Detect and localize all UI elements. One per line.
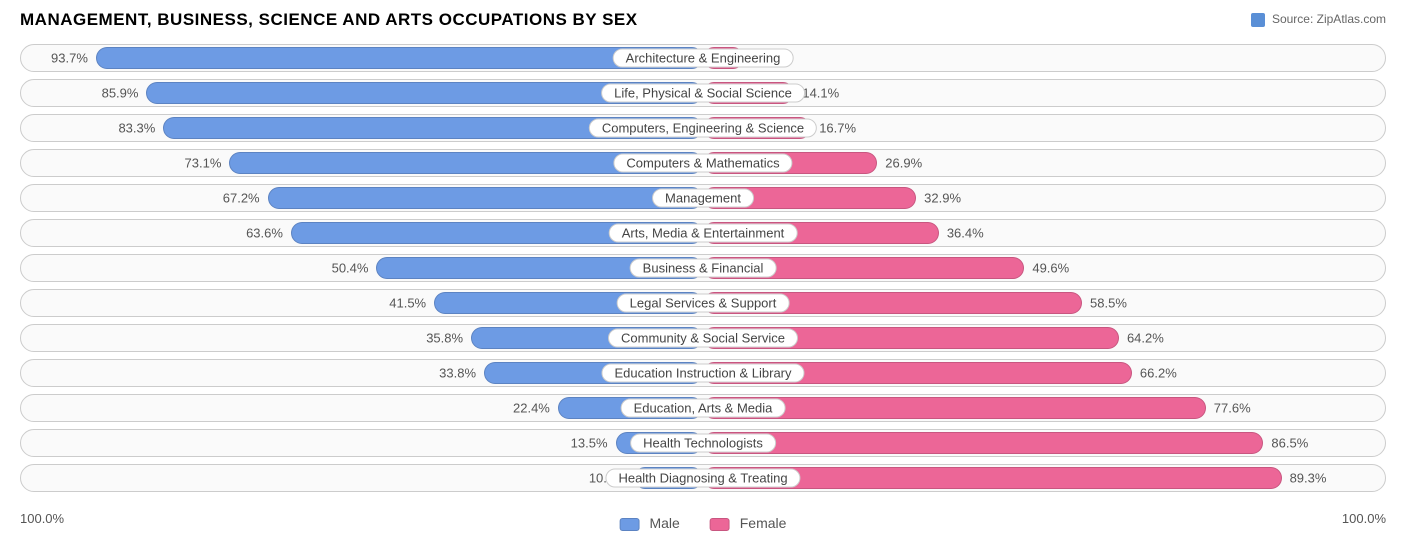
value-male: 73.1% [185, 156, 222, 171]
source-attribution: Source: ZipAtlas.com [1251, 12, 1386, 27]
value-male: 13.5% [571, 436, 608, 451]
chart-row: 83.3% 16.7%Computers, Engineering & Scien… [20, 114, 1386, 142]
source-prefix: Source: [1272, 12, 1313, 26]
legend-swatch-female [710, 518, 730, 531]
value-female: 86.5% [1271, 436, 1308, 451]
value-female: 64.2% [1127, 331, 1164, 346]
category-label: Arts, Media & Entertainment [609, 224, 798, 243]
value-female: 16.7% [819, 121, 856, 136]
legend: Male Female [620, 515, 787, 531]
value-female: 32.9% [924, 191, 961, 206]
value-female: 26.9% [885, 156, 922, 171]
category-label: Business & Financial [630, 259, 777, 278]
legend-label-female: Female [740, 515, 787, 531]
category-label: Education, Arts & Media [621, 399, 786, 418]
chart-row: 63.6% 36.4% Arts, Media & Entertainment [20, 219, 1386, 247]
value-male: 93.7% [51, 51, 88, 66]
category-label: Architecture & Engineering [613, 49, 794, 68]
value-male: 63.6% [246, 226, 283, 241]
chart-row: 67.2% 32.9% Management [20, 184, 1386, 212]
category-label: Computers, Engineering & Science [589, 119, 817, 138]
value-male: 67.2% [223, 191, 260, 206]
bar-male [268, 187, 703, 209]
chart-row: 93.7%6.3%Architecture & Engineering [20, 44, 1386, 72]
chart-row: 13.5% 86.5% Health Technologists [20, 429, 1386, 457]
source-name: ZipAtlas.com [1317, 12, 1386, 26]
value-male: 41.5% [389, 296, 426, 311]
category-label: Education Instruction & Library [601, 364, 804, 383]
value-male: 22.4% [513, 401, 550, 416]
category-label: Computers & Mathematics [613, 154, 792, 173]
chart-row: 41.5% 58.5% Legal Services & Support [20, 289, 1386, 317]
value-male: 50.4% [332, 261, 369, 276]
chart-row: 50.4% 49.6% Business & Financial [20, 254, 1386, 282]
category-label: Legal Services & Support [617, 294, 790, 313]
category-label: Community & Social Service [608, 329, 798, 348]
category-label: Management [652, 189, 754, 208]
legend-swatch-male [620, 518, 640, 531]
value-female: 89.3% [1290, 471, 1327, 486]
value-female: 58.5% [1090, 296, 1127, 311]
axis-label-right: 100.0% [1342, 511, 1386, 526]
chart-row: 22.4% 77.6% Education, Arts & Media [20, 394, 1386, 422]
chart-area: 93.7%6.3%Architecture & Engineering 85.9%… [20, 44, 1386, 509]
value-male: 35.8% [426, 331, 463, 346]
chart-row: 33.8% 66.2% Education Instruction & Librar… [20, 359, 1386, 387]
value-male: 83.3% [118, 121, 155, 136]
value-female: 36.4% [947, 226, 984, 241]
chart-row: 85.9% 14.1%Life, Physical & Social Scienc… [20, 79, 1386, 107]
bar-female [703, 432, 1263, 454]
chart-title: MANAGEMENT, BUSINESS, SCIENCE AND ARTS O… [20, 10, 638, 30]
legend-label-male: Male [649, 515, 679, 531]
value-female: 77.6% [1214, 401, 1251, 416]
category-label: Health Technologists [630, 434, 776, 453]
value-male: 33.8% [439, 366, 476, 381]
chart-row: 35.8% 64.2% Community & Social Service [20, 324, 1386, 352]
axis-label-left: 100.0% [20, 511, 64, 526]
legend-item-female: Female [710, 515, 787, 531]
source-logo-icon [1251, 13, 1265, 27]
value-male: 85.9% [102, 86, 139, 101]
chart-row: 10.7%89.3%Health Diagnosing & Treating [20, 464, 1386, 492]
value-female: 49.6% [1032, 261, 1069, 276]
value-female: 66.2% [1140, 366, 1177, 381]
chart-row: 73.1% 26.9% Computers & Mathematics [20, 149, 1386, 177]
value-female: 14.1% [802, 86, 839, 101]
category-label: Life, Physical & Social Science [601, 84, 805, 103]
legend-item-male: Male [620, 515, 680, 531]
category-label: Health Diagnosing & Treating [605, 469, 800, 488]
